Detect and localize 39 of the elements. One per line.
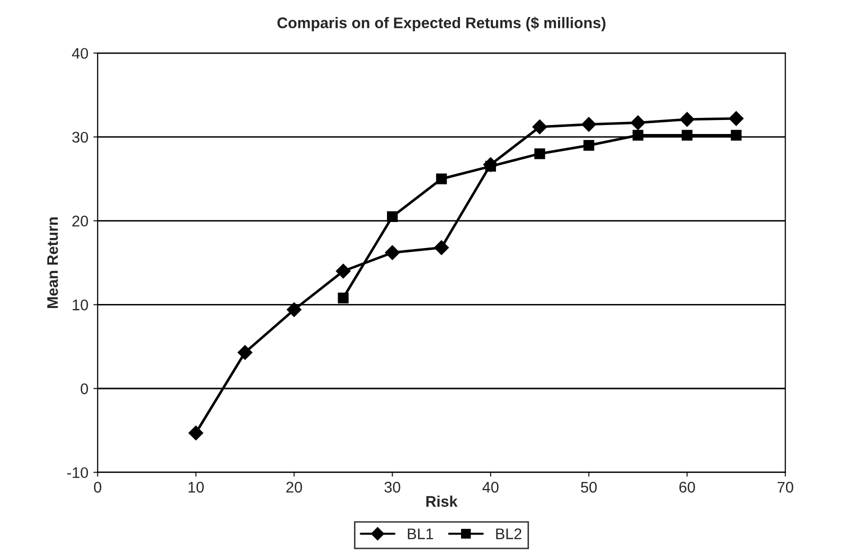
point xyxy=(338,292,349,304)
x-tick-label: 40 xyxy=(482,482,498,493)
point xyxy=(188,426,204,440)
point xyxy=(583,140,594,151)
point xyxy=(728,111,744,126)
point xyxy=(581,116,596,132)
point xyxy=(630,115,646,130)
point xyxy=(682,130,692,141)
x-tick-label: 60 xyxy=(679,482,695,493)
point xyxy=(238,345,252,360)
point xyxy=(436,174,447,184)
x-axis-title: Risk xyxy=(426,496,458,507)
y-tick-label: 10 xyxy=(72,300,88,310)
legend-label: BL1 xyxy=(408,528,434,540)
y-tick-label: -10 xyxy=(67,467,88,478)
x-tick-label: 30 xyxy=(384,482,400,493)
y-tick-label: 20 xyxy=(72,216,88,226)
y-tick-label: 0 xyxy=(80,383,88,394)
point xyxy=(680,112,694,127)
chart-title: Comparis on of Expected Retums ($ millions) xyxy=(277,16,606,32)
point xyxy=(336,264,351,279)
x-tick-label: 10 xyxy=(188,482,204,493)
point xyxy=(483,157,498,172)
point xyxy=(532,120,548,134)
point xyxy=(434,240,449,256)
point xyxy=(730,130,742,141)
y-axis-title: Mean Return xyxy=(47,217,58,308)
y-tick-label: 40 xyxy=(72,48,88,59)
legend-label: BL2 xyxy=(496,528,522,540)
x-tick-label: 20 xyxy=(286,482,302,493)
x-tick-label: 70 xyxy=(778,482,794,493)
x-tick-label: 50 xyxy=(580,482,597,493)
point xyxy=(384,245,400,260)
point xyxy=(632,130,644,141)
x-tick-label: 0 xyxy=(94,482,102,493)
point xyxy=(534,148,546,160)
point xyxy=(286,302,302,318)
point xyxy=(386,211,398,222)
y-tick-label: 30 xyxy=(72,132,88,143)
